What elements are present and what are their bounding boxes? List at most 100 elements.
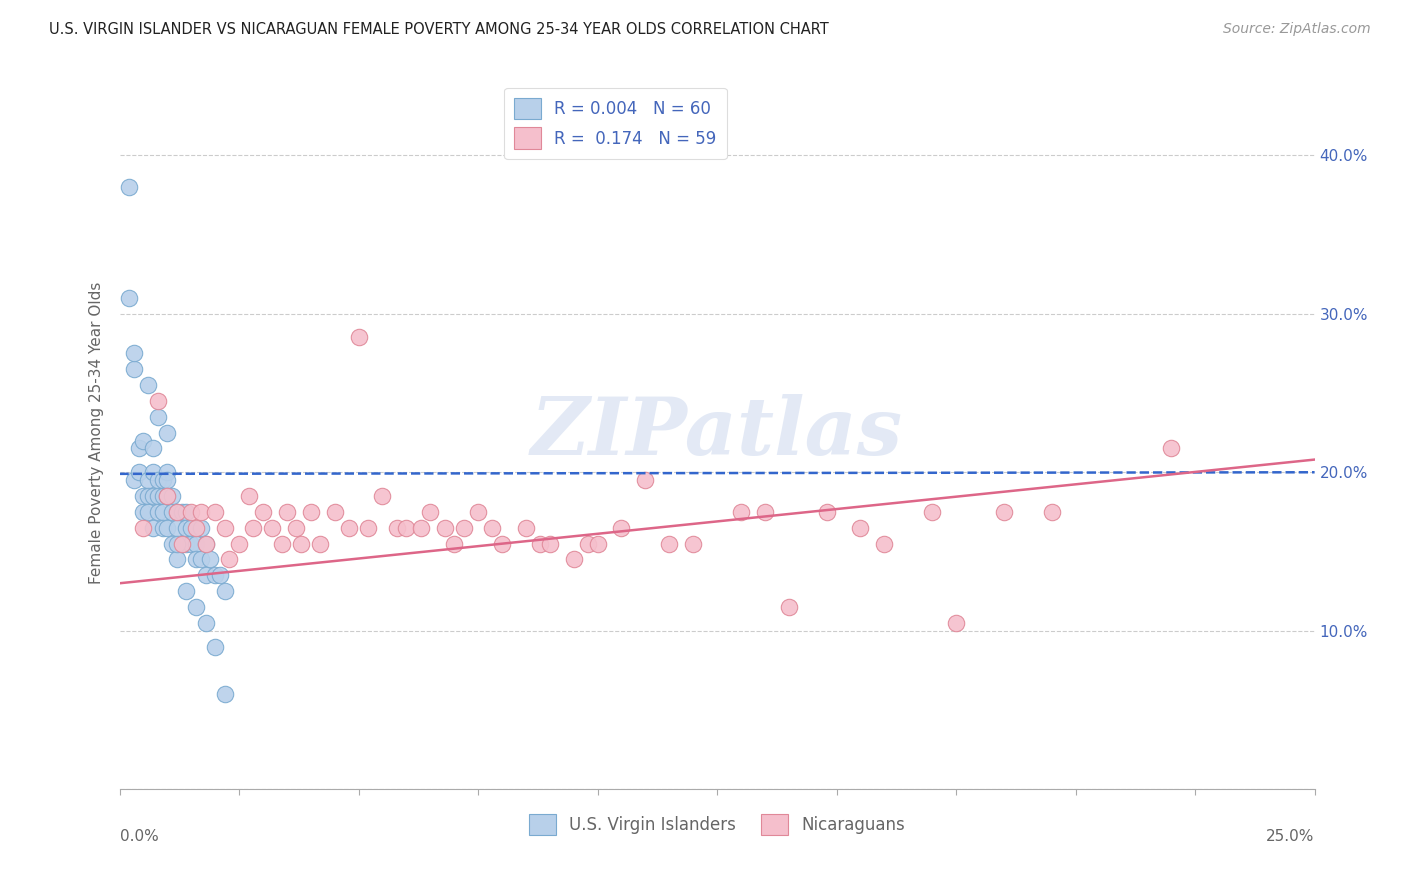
Legend: U.S. Virgin Islanders, Nicaraguans: U.S. Virgin Islanders, Nicaraguans xyxy=(523,807,911,842)
Point xyxy=(170,505,193,519)
Point xyxy=(132,505,155,519)
Point xyxy=(242,521,264,535)
Point xyxy=(156,465,179,479)
Point xyxy=(166,505,188,519)
Point xyxy=(156,473,179,487)
Point xyxy=(309,536,332,550)
Point xyxy=(146,409,169,424)
Point xyxy=(180,536,202,550)
Point xyxy=(945,615,967,630)
Point xyxy=(529,536,551,550)
Point xyxy=(347,330,370,344)
Point xyxy=(419,505,441,519)
Point xyxy=(184,600,207,615)
Text: U.S. VIRGIN ISLANDER VS NICARAGUAN FEMALE POVERTY AMONG 25-34 YEAR OLDS CORRELAT: U.S. VIRGIN ISLANDER VS NICARAGUAN FEMAL… xyxy=(49,22,830,37)
Point xyxy=(146,473,169,487)
Point xyxy=(323,505,346,519)
Point xyxy=(214,687,236,701)
Point xyxy=(146,505,169,519)
Point xyxy=(170,536,193,550)
Point xyxy=(190,521,212,535)
Point xyxy=(176,536,198,550)
Point xyxy=(204,640,226,654)
Point xyxy=(262,521,284,535)
Point xyxy=(409,521,432,535)
Point xyxy=(128,465,150,479)
Point xyxy=(176,505,198,519)
Point xyxy=(146,489,169,503)
Point xyxy=(682,536,704,550)
Point xyxy=(122,473,145,487)
Point xyxy=(730,505,752,519)
Point xyxy=(176,521,198,535)
Point xyxy=(873,536,896,550)
Point xyxy=(385,521,408,535)
Point xyxy=(190,505,212,519)
Point xyxy=(152,505,174,519)
Point xyxy=(538,536,561,550)
Point xyxy=(180,505,202,519)
Point xyxy=(176,584,198,599)
Point xyxy=(395,521,418,535)
Point xyxy=(152,521,174,535)
Point xyxy=(152,473,174,487)
Point xyxy=(562,552,585,566)
Point xyxy=(1160,442,1182,456)
Point xyxy=(481,521,503,535)
Point xyxy=(276,505,298,519)
Point xyxy=(166,552,188,566)
Text: Source: ZipAtlas.com: Source: ZipAtlas.com xyxy=(1223,22,1371,37)
Point xyxy=(190,552,212,566)
Point xyxy=(453,521,475,535)
Point xyxy=(160,536,183,550)
Point xyxy=(160,505,183,519)
Point xyxy=(132,434,155,448)
Point xyxy=(122,362,145,376)
Point xyxy=(467,505,489,519)
Point xyxy=(204,568,226,582)
Point xyxy=(238,489,260,503)
Point xyxy=(194,536,217,550)
Point xyxy=(285,521,308,535)
Point xyxy=(299,505,322,519)
Point xyxy=(170,536,193,550)
Point xyxy=(136,505,159,519)
Point xyxy=(166,505,188,519)
Point xyxy=(180,521,202,535)
Point xyxy=(166,536,188,550)
Point xyxy=(228,536,250,550)
Point xyxy=(152,489,174,503)
Point xyxy=(118,291,141,305)
Point xyxy=(778,600,800,615)
Point xyxy=(146,393,169,408)
Point xyxy=(754,505,776,519)
Point xyxy=(156,521,179,535)
Point xyxy=(214,521,236,535)
Point xyxy=(208,568,231,582)
Point xyxy=(252,505,274,519)
Point xyxy=(921,505,943,519)
Point xyxy=(357,521,380,535)
Point xyxy=(128,442,150,456)
Point xyxy=(658,536,681,550)
Point xyxy=(194,615,217,630)
Point xyxy=(491,536,513,550)
Point xyxy=(610,521,633,535)
Point xyxy=(118,179,141,194)
Point xyxy=(122,346,145,360)
Point xyxy=(200,552,222,566)
Point xyxy=(184,521,207,535)
Point xyxy=(214,584,236,599)
Y-axis label: Female Poverty Among 25-34 Year Olds: Female Poverty Among 25-34 Year Olds xyxy=(89,282,104,583)
Point xyxy=(156,425,179,440)
Point xyxy=(136,378,159,392)
Point xyxy=(166,521,188,535)
Point xyxy=(815,505,838,519)
Point xyxy=(160,489,183,503)
Point xyxy=(290,536,312,550)
Text: 25.0%: 25.0% xyxy=(1267,829,1315,844)
Point xyxy=(156,489,179,503)
Point xyxy=(142,521,165,535)
Point xyxy=(271,536,294,550)
Point xyxy=(132,521,155,535)
